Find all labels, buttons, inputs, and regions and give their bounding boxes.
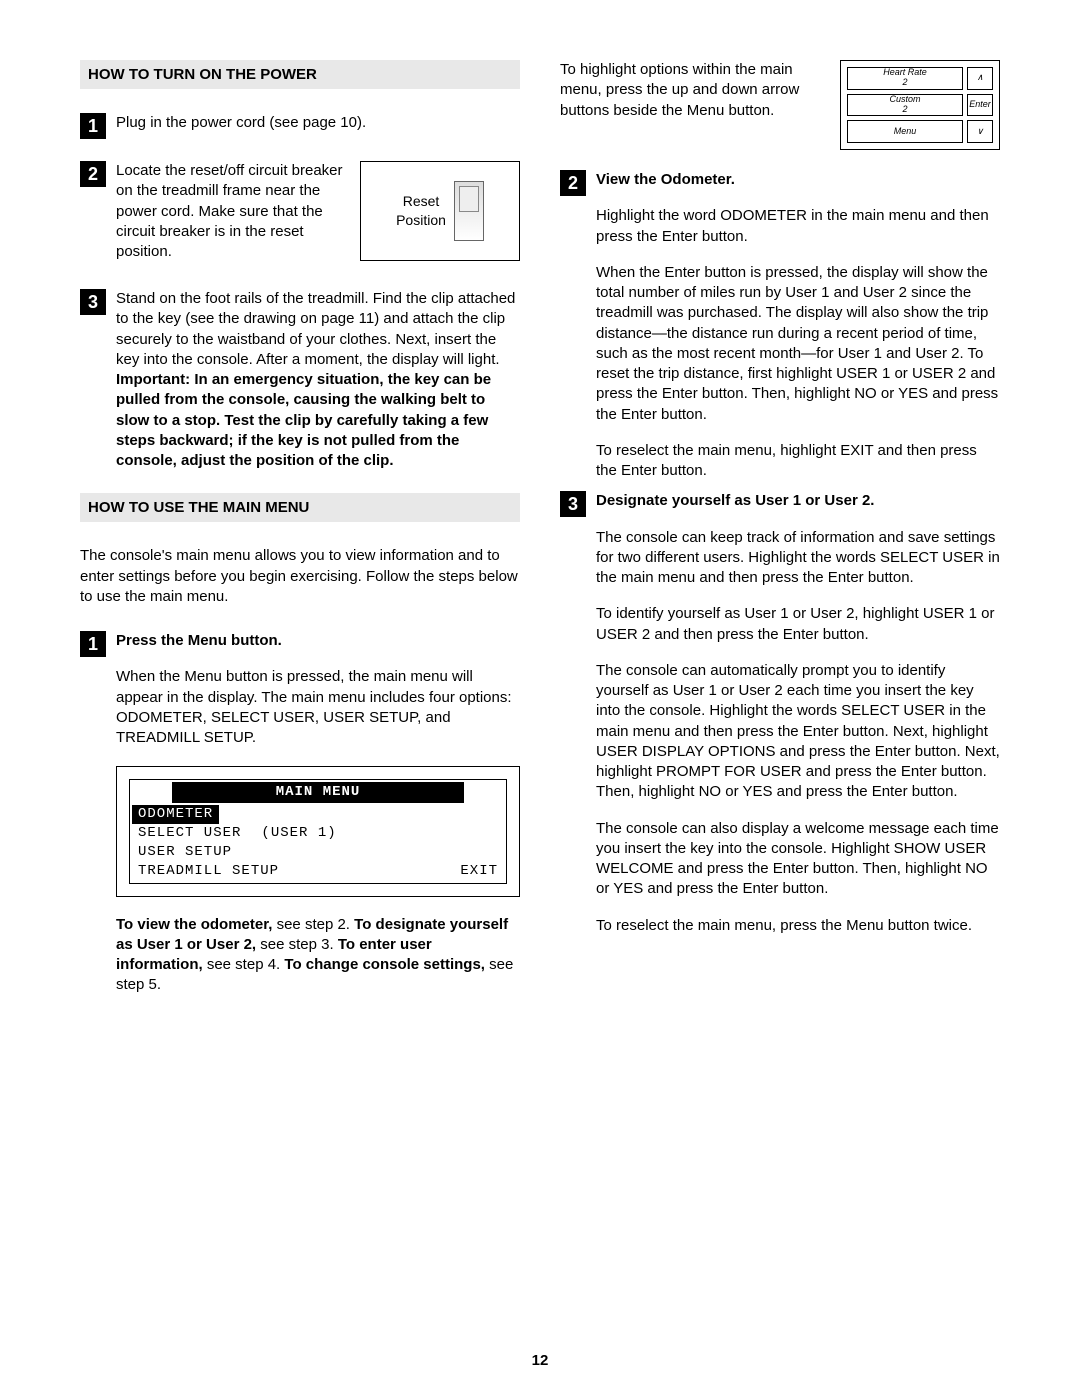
reset-position-figure: Reset Position <box>360 161 520 261</box>
menu-step-1-text: When the Menu button is pressed, the mai… <box>116 667 520 748</box>
step-number: 2 <box>80 161 106 187</box>
step-number: 1 <box>80 631 106 657</box>
step-number: 3 <box>560 491 586 517</box>
odometer-p2: When the Enter button is pressed, the di… <box>596 263 1000 425</box>
lcd-title: MAIN MENU <box>172 782 464 803</box>
step-number: 3 <box>80 289 106 315</box>
lcd-user-setup: USER SETUP <box>132 843 504 862</box>
heart-rate-button: Heart Rate2 <box>847 67 963 90</box>
lcd-select-user: SELECT USER (USER 1) <box>132 824 504 843</box>
lcd-treadmill-setup-label: TREADMILL SETUP <box>138 862 279 881</box>
lcd-exit-label: EXIT <box>460 862 498 881</box>
console-buttons-figure: Heart Rate2 ∧ Custom2 Enter Menu ∨ <box>840 60 1000 150</box>
up-arrow-button: ∧ <box>967 67 993 90</box>
step-text: Plug in the power cord (see page 10). <box>116 113 520 133</box>
designate-user-title: Designate yourself as User 1 or User 2. <box>596 491 1000 511</box>
designate-p2: To identify yourself as User 1 or User 2… <box>596 604 1000 645</box>
menu-button: Menu <box>847 120 963 143</box>
step-text: View the Odometer. Highlight the word OD… <box>596 170 1000 481</box>
lcd-select-user-value: (USER 1) <box>261 824 336 843</box>
odometer-p1: Highlight the word ODOMETER in the main … <box>596 206 1000 247</box>
menu-step-3: 3 Designate yourself as User 1 or User 2… <box>560 491 1000 936</box>
lcd-screenshot: MAIN MENU ODOMETER SELECT USER (USER 1) … <box>116 766 520 896</box>
step-2-paragraph: Locate the reset/off circuit breaker on … <box>116 162 343 260</box>
enter-button: Enter <box>967 94 993 117</box>
right-column: Heart Rate2 ∧ Custom2 Enter Menu ∨ To hi… <box>560 60 1000 1012</box>
step-text: Press the Menu button. When the Menu but… <box>116 631 520 748</box>
left-column: HOW TO TURN ON THE POWER 1 Plug in the p… <box>80 60 520 1012</box>
lcd-user-setup-label: USER SETUP <box>138 843 232 862</box>
designate-p1: The console can keep track of informatio… <box>596 528 1000 589</box>
odometer-p3: To reselect the main menu, highlight EXI… <box>596 441 1000 482</box>
custom-button: Custom2 <box>847 94 963 117</box>
section-header-main-menu: HOW TO USE THE MAIN MENU <box>80 493 520 522</box>
power-step-3: 3 Stand on the foot rails of the treadmi… <box>80 289 520 471</box>
designate-p4: The console can also display a welcome m… <box>596 819 1000 900</box>
power-step-1: 1 Plug in the power cord (see page 10). <box>80 113 520 139</box>
lcd-odometer: ODOMETER <box>132 805 219 824</box>
reset-label: Reset <box>403 193 440 209</box>
page-number: 12 <box>0 1352 1080 1369</box>
cross-reference-steps: To view the odometer, see step 2. To des… <box>116 915 520 996</box>
step-3-text-b: Important: In an emergency situation, th… <box>116 371 491 469</box>
view-odometer-title: View the Odometer. <box>596 170 1000 190</box>
power-step-2: 2 Reset Position Locate the reset/off ci… <box>80 161 520 267</box>
lcd-select-user-label: SELECT USER <box>138 824 241 843</box>
down-arrow-button: ∨ <box>967 120 993 143</box>
highlight-options-block: Heart Rate2 ∧ Custom2 Enter Menu ∨ To hi… <box>560 60 1000 150</box>
step-number: 2 <box>560 170 586 196</box>
main-menu-intro: The console's main menu allows you to vi… <box>80 546 520 607</box>
position-label: Position <box>396 212 446 228</box>
switch-icon <box>454 181 484 241</box>
menu-step-2: 2 View the Odometer. Highlight the word … <box>560 170 1000 481</box>
step-text: Designate yourself as User 1 or User 2. … <box>596 491 1000 936</box>
step-number: 1 <box>80 113 106 139</box>
menu-step-1-continued: MAIN MENU ODOMETER SELECT USER (USER 1) … <box>116 766 520 995</box>
designate-p3: The console can automatically prompt you… <box>596 661 1000 803</box>
menu-step-1: 1 Press the Menu button. When the Menu b… <box>80 631 520 748</box>
step-text: Reset Position Locate the reset/off circ… <box>116 161 520 267</box>
menu-step-1-title: Press the Menu button. <box>116 631 520 651</box>
section-header-power: HOW TO TURN ON THE POWER <box>80 60 520 89</box>
designate-p5: To reselect the main menu, press the Men… <box>596 916 1000 936</box>
lcd-treadmill-setup: TREADMILL SETUP EXIT <box>132 862 504 881</box>
step-3-text-a: Stand on the foot rails of the treadmill… <box>116 290 515 368</box>
step-text: Stand on the foot rails of the treadmill… <box>116 289 520 471</box>
